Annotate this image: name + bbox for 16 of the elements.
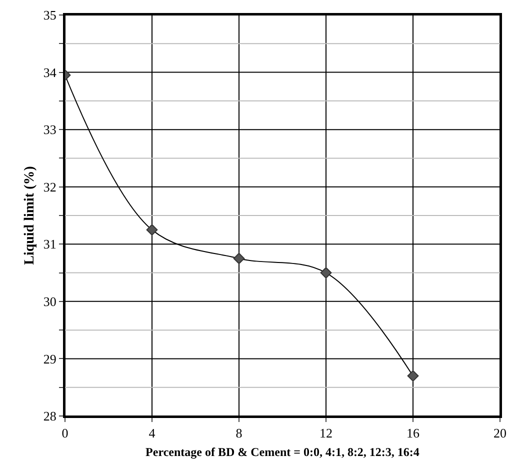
y-tick-label: 30: [43, 294, 56, 309]
y-axis-title: Liquid limit (%): [22, 166, 38, 265]
x-tick-label: 8: [236, 426, 242, 441]
x-tick-label: 16: [406, 426, 420, 441]
x-axis-title: Percentage of BD & Cement = 0:0, 4:1, 8:2, 12:3, 16:4: [146, 445, 420, 459]
y-tick-label: 35: [43, 8, 56, 23]
x-tick-label: 4: [148, 426, 156, 441]
x-tick-label: 12: [320, 426, 332, 441]
y-tick-label: 32: [43, 179, 56, 194]
x-tick-label: 20: [494, 426, 506, 441]
y-tick-label: 29: [43, 351, 56, 366]
y-tick-label: 31: [43, 236, 56, 252]
y-tick-label: 34: [43, 64, 57, 80]
y-tick-label: 33: [43, 122, 56, 138]
y-tick-label: 28: [43, 408, 56, 424]
x-tick-label: 0: [62, 426, 68, 441]
